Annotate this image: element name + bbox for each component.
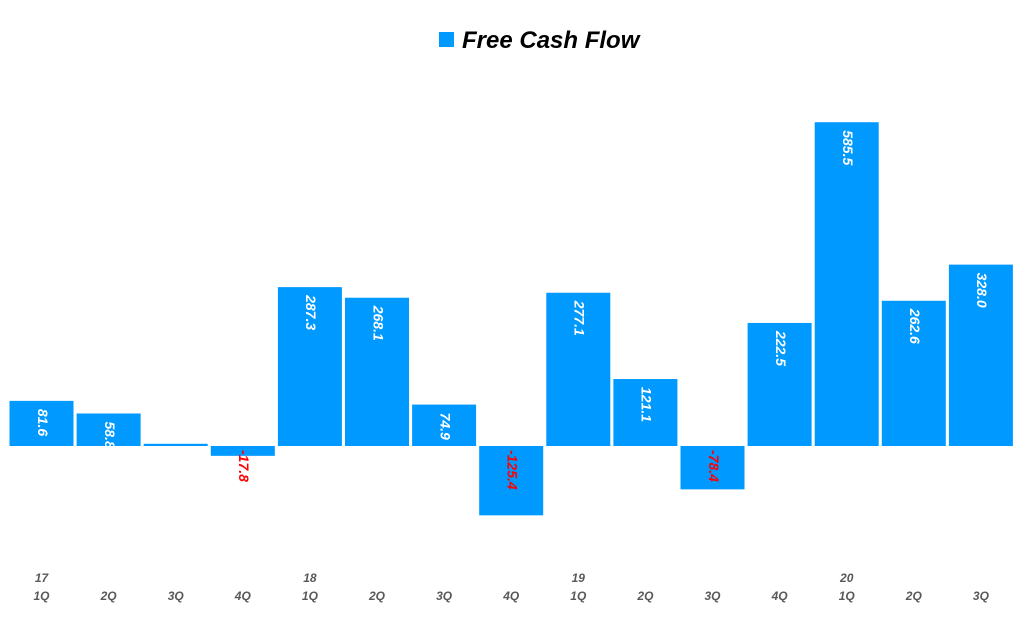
- category-label: 2Q: [905, 589, 923, 603]
- bar: [747, 322, 812, 446]
- data-label: -78.4: [706, 450, 722, 482]
- legend: Free Cash Flow: [439, 27, 641, 54]
- category-label: 1Q: [570, 589, 587, 603]
- bar: [76, 413, 141, 446]
- data-label: -125.4: [504, 450, 520, 490]
- bar: [277, 287, 342, 446]
- bar: [613, 379, 678, 446]
- bar: [546, 292, 611, 446]
- bar: [412, 404, 477, 446]
- data-label: 268.1: [370, 305, 386, 341]
- data-label: 222.5: [773, 330, 789, 366]
- data-label: 81.6: [35, 409, 51, 436]
- data-label: 58.8: [102, 421, 118, 448]
- data-label: 74.9: [437, 413, 453, 440]
- year-label: 19: [572, 571, 586, 585]
- category-label: 1Q: [839, 589, 856, 603]
- bar: [680, 446, 745, 490]
- data-label: 585.5: [840, 130, 856, 165]
- category-label: 3Q: [168, 589, 185, 603]
- data-label: 287.3: [303, 294, 319, 330]
- category-label: 2Q: [368, 589, 386, 603]
- data-label: -17.8: [236, 450, 252, 482]
- category-label: 3Q: [436, 589, 453, 603]
- category-label: 2Q: [636, 589, 654, 603]
- category-label: 3Q: [973, 589, 990, 603]
- year-label: 20: [839, 571, 854, 585]
- data-label: 328.0: [974, 273, 990, 308]
- data-label: 121.1: [639, 387, 655, 422]
- year-label: 18: [303, 571, 317, 585]
- bar: [210, 446, 275, 456]
- bar: [143, 443, 208, 446]
- data-label: 277.1: [572, 300, 588, 336]
- category-label: 2Q: [100, 589, 118, 603]
- category-label: 1Q: [33, 589, 50, 603]
- bar: [345, 297, 409, 446]
- category-label: 3Q: [704, 589, 721, 603]
- bar: [479, 446, 544, 516]
- category-label: 4Q: [771, 589, 789, 603]
- category-label: 1Q: [302, 589, 319, 603]
- bar: [948, 264, 1013, 446]
- bar: [881, 300, 946, 446]
- legend-label: Free Cash Flow: [462, 27, 641, 54]
- category-label: 4Q: [234, 589, 252, 603]
- legend-swatch: [439, 32, 454, 47]
- data-label: 4: [169, 451, 185, 460]
- bar: [9, 400, 74, 446]
- category-label: 4Q: [502, 589, 520, 603]
- data-label: 262.6: [907, 308, 923, 344]
- bar: [814, 122, 879, 446]
- year-label: 17: [35, 571, 50, 585]
